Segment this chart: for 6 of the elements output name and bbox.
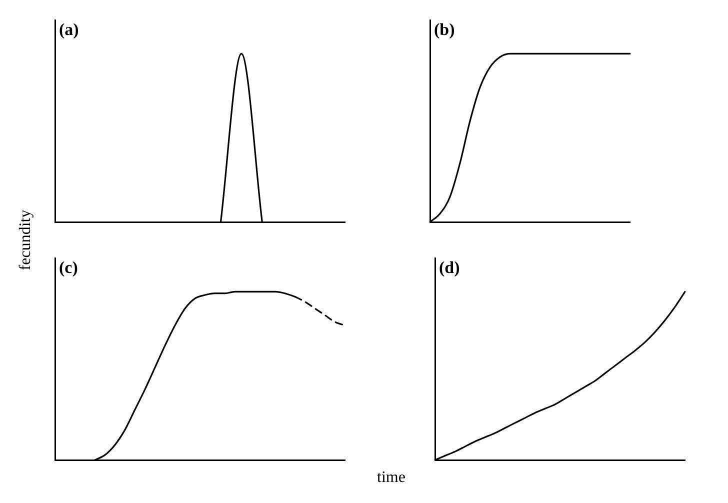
chart-title: (d)	[439, 258, 460, 277]
chart-title: (a)	[59, 20, 79, 39]
chart-title: (c)	[59, 258, 78, 277]
x-axis-title: time	[377, 469, 406, 487]
chart-title: (b)	[434, 20, 455, 39]
y-axis-title: fecundity	[17, 210, 36, 270]
